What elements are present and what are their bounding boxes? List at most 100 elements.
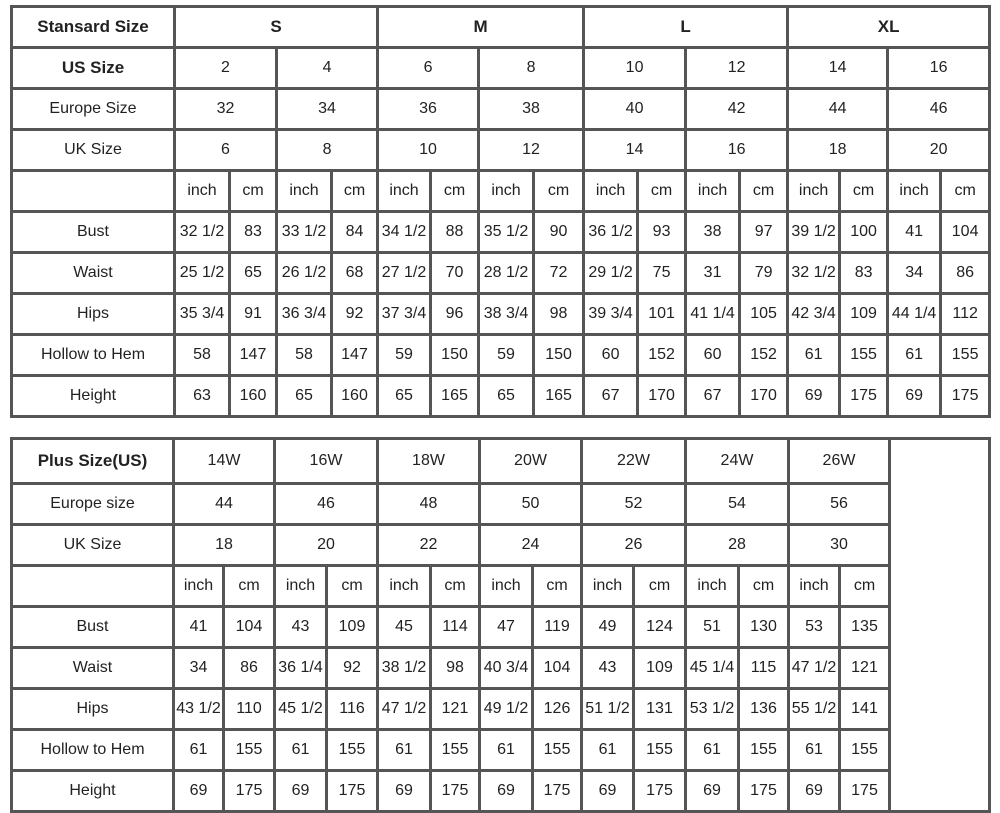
measurement-value: 39 1/2 <box>786 210 842 254</box>
europe-size-cell: 40 <box>582 87 688 131</box>
measurement-value: 79 <box>738 251 790 295</box>
unit-inch: inch <box>786 169 842 213</box>
measurement-value: 59 <box>376 333 433 377</box>
measurement-value: 116 <box>325 687 379 731</box>
measurement-value: 155 <box>531 728 583 772</box>
measurement-value: 91 <box>228 292 278 336</box>
measurement-value: 53 <box>787 605 841 649</box>
europe-size-cell: 32 <box>173 87 278 131</box>
measurement-value: 36 1/4 <box>273 646 328 690</box>
us-size-cell: 8 <box>477 46 586 90</box>
measurement-value: 43 <box>273 605 328 649</box>
measurement-value: 88 <box>429 210 481 254</box>
uk-size-label: UK Size <box>10 128 176 172</box>
measurement-value: 65 <box>477 374 536 418</box>
measurement-value: 155 <box>429 728 481 772</box>
measurement-value: 98 <box>429 646 481 690</box>
us-size-cell: 2 <box>173 46 278 90</box>
plus-size-header: Plus Size(US) <box>10 437 175 485</box>
measurement-value: 130 <box>737 605 790 649</box>
measurement-value: 55 1/2 <box>787 687 841 731</box>
measurement-value: 175 <box>939 374 992 418</box>
europe-size-label: Europe size <box>10 482 175 526</box>
measurement-value: 109 <box>325 605 379 649</box>
europe-size-cell: 44 <box>172 482 276 526</box>
unit-cm: cm <box>531 564 583 608</box>
measurement-value: 69 <box>684 769 740 813</box>
measurement-value: 61 <box>787 728 841 772</box>
measurement-value: 65 <box>275 374 333 418</box>
measurement-value: 109 <box>838 292 890 336</box>
unit-cm: cm <box>222 564 276 608</box>
europe-size-cell: 56 <box>787 482 891 526</box>
blank-column <box>888 437 991 813</box>
us-size-cell: 16 <box>886 46 992 90</box>
measurement-value: 104 <box>222 605 276 649</box>
measurement-value: 32 1/2 <box>173 210 231 254</box>
us-size-row: US Size 2 4 6 8 10 12 14 16 <box>10 46 992 90</box>
empty-cell <box>10 564 175 608</box>
measurement-value: 86 <box>222 646 276 690</box>
europe-size-row: Europe Size 32 34 36 38 40 42 44 46 <box>10 87 992 131</box>
measurement-value: 67 <box>582 374 640 418</box>
measurement-value: 69 <box>172 769 225 813</box>
measurement-value: 152 <box>636 333 688 377</box>
uk-size-cell: 16 <box>684 128 790 172</box>
measurement-label: Waist <box>10 251 176 295</box>
measurement-label: Height <box>10 769 175 813</box>
us-size-cell: 12 <box>684 46 790 90</box>
uk-size-cell: 26 <box>580 523 687 567</box>
unit-cm: cm <box>737 564 790 608</box>
unit-inch: inch <box>173 169 231 213</box>
measurement-value: 36 1/2 <box>582 210 640 254</box>
measurement-value: 155 <box>737 728 790 772</box>
measurement-value: 141 <box>838 687 891 731</box>
size-group-row: Stansard Size S M L XL <box>10 5 992 49</box>
plus-size-cell: 18W <box>376 437 481 485</box>
measurement-value: 69 <box>886 374 943 418</box>
uk-size-cell: 18 <box>172 523 276 567</box>
measurement-value: 92 <box>329 292 380 336</box>
measurement-value: 83 <box>838 251 890 295</box>
measurement-value: 34 1/2 <box>376 210 433 254</box>
measurement-value: 65 <box>228 251 278 295</box>
measurement-value: 147 <box>329 333 380 377</box>
measurement-row: Waist 34 86 36 1/4 92 38 1/2 98 40 3/4 104 43 109 4… <box>10 646 990 690</box>
measurement-value: 31 <box>684 251 742 295</box>
measurement-value: 101 <box>636 292 688 336</box>
measurement-value: 61 <box>376 728 432 772</box>
measurement-value: 92 <box>325 646 379 690</box>
measurement-value: 25 1/2 <box>173 251 231 295</box>
measurement-value: 126 <box>531 687 583 731</box>
europe-size-cell: 52 <box>580 482 687 526</box>
unit-cm: cm <box>838 169 890 213</box>
measurement-value: 69 <box>376 769 432 813</box>
measurement-value: 165 <box>429 374 481 418</box>
uk-size-cell: 20 <box>273 523 379 567</box>
plus-size-chart: Plus Size(US) 14W 16W 18W 20W 22W 24W 26W Europe… <box>10 437 991 813</box>
measurement-value: 104 <box>939 210 992 254</box>
measurement-label: Waist <box>10 646 175 690</box>
measurement-value: 61 <box>478 728 534 772</box>
measurement-value: 155 <box>222 728 276 772</box>
measurement-value: 43 1/2 <box>172 687 225 731</box>
plus-size-cell: 20W <box>478 437 583 485</box>
us-size-cell: 14 <box>786 46 890 90</box>
measurement-row: Height 63 160 65 160 65 165 65 165 67 170 67 170 69 17… <box>10 374 992 418</box>
measurement-label: Hollow to Hem <box>10 333 176 377</box>
unit-cm: cm <box>329 169 380 213</box>
plus-size-cell: 24W <box>684 437 790 485</box>
measurement-value: 115 <box>737 646 790 690</box>
uk-size-row: UK Size 6 8 10 12 14 16 18 20 <box>10 128 992 172</box>
measurement-value: 175 <box>838 769 891 813</box>
measurement-value: 160 <box>228 374 278 418</box>
measurement-value: 38 <box>684 210 742 254</box>
empty-cell <box>10 169 176 213</box>
measurement-value: 175 <box>838 374 890 418</box>
measurement-label: Hips <box>10 687 175 731</box>
measurement-row: Hips 43 1/2 110 45 1/2 116 47 1/2 121 49 1/2 126… <box>10 687 990 731</box>
measurement-value: 43 <box>580 646 635 690</box>
uk-size-cell: 14 <box>582 128 688 172</box>
measurement-value: 29 1/2 <box>582 251 640 295</box>
measurement-value: 124 <box>632 605 687 649</box>
